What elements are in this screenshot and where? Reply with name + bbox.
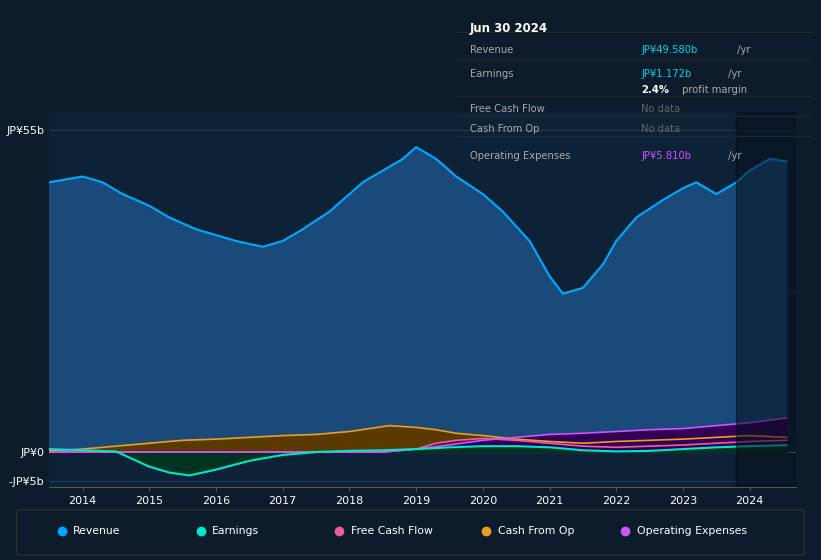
Text: No data: No data — [641, 104, 681, 114]
Text: Free Cash Flow: Free Cash Flow — [470, 104, 544, 114]
Text: 2.4%: 2.4% — [641, 85, 669, 95]
Text: Operating Expenses: Operating Expenses — [470, 151, 571, 161]
Text: Cash From Op: Cash From Op — [498, 526, 574, 536]
Text: Earnings: Earnings — [212, 526, 259, 536]
Text: Earnings: Earnings — [470, 69, 514, 78]
Text: Operating Expenses: Operating Expenses — [636, 526, 746, 536]
Bar — [736, 112, 796, 487]
Text: JP¥1.172b: JP¥1.172b — [641, 69, 691, 78]
Text: Revenue: Revenue — [470, 45, 513, 55]
Text: Revenue: Revenue — [73, 526, 121, 536]
Text: /yr: /yr — [725, 69, 741, 78]
Text: No data: No data — [641, 124, 681, 134]
Text: JP¥5.810b: JP¥5.810b — [641, 151, 691, 161]
Text: Free Cash Flow: Free Cash Flow — [351, 526, 433, 536]
FancyBboxPatch shape — [17, 510, 804, 555]
Text: Cash From Op: Cash From Op — [470, 124, 539, 134]
Text: JP¥49.580b: JP¥49.580b — [641, 45, 698, 55]
Text: profit margin: profit margin — [678, 85, 746, 95]
Text: /yr: /yr — [725, 151, 741, 161]
Text: Jun 30 2024: Jun 30 2024 — [470, 22, 548, 35]
Text: /yr: /yr — [734, 45, 750, 55]
